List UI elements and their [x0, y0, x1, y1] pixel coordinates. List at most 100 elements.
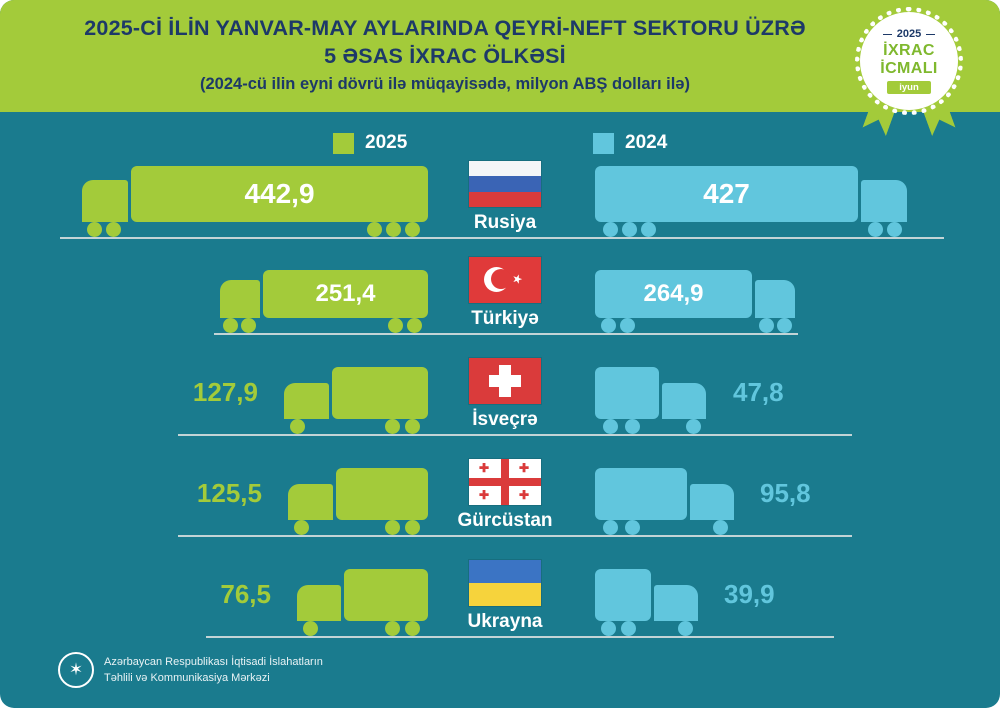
page-title-line2: 5 ƏSAS İXRAC ÖLKƏSİ [324, 43, 566, 68]
org-name: Azərbaycan Respublikası İqtisadi İslahat… [104, 654, 323, 687]
truck-wheel [625, 520, 640, 535]
header: 2025-Cİ İLİN YANVAR-MAY AYLARINDA QEYRİ-… [0, 0, 1000, 112]
truck-wheel [367, 222, 382, 237]
truck-box [332, 367, 428, 419]
truck-wheel [641, 222, 656, 237]
truck-cab [288, 484, 333, 520]
truck-wheel [303, 621, 318, 636]
truck-wheel [759, 318, 774, 333]
truck-wheel [405, 419, 420, 434]
truck-box [336, 468, 428, 520]
country-row-rusiya: 442,9 Rusiya 427 [0, 153, 1000, 239]
value-2024: 264,9 [643, 280, 704, 307]
bolnisi-cross-icon: ✚ [519, 488, 530, 502]
truck-wheel [622, 222, 637, 237]
truck-wheel [625, 419, 640, 434]
truck-cab [861, 180, 907, 222]
value-2024: 47,8 [733, 377, 784, 407]
star-icon: ★ [510, 270, 525, 288]
truck-box [595, 367, 659, 419]
truck-wheel [241, 318, 256, 333]
truck-wheel [713, 520, 728, 535]
truck-2025 [288, 468, 428, 535]
truck-box [595, 569, 651, 621]
truck-cab [297, 585, 341, 621]
truck-trailer: 427 [595, 166, 858, 222]
russia-flag-icon [469, 161, 541, 207]
truck-trailer: 251,4 [263, 270, 428, 318]
truck-cab [654, 585, 698, 621]
truck-2025: 251,4 [220, 270, 428, 333]
country-group: Rusiya [430, 161, 580, 234]
badge-title-line1: İXRAC [883, 42, 935, 60]
country-row-turkiye: 251,4 ★ Türkiyə 264,9 [0, 249, 1000, 335]
legend-2025: 2025 [333, 132, 407, 154]
country-group: Ukrayna [430, 560, 580, 633]
truck-wheel [603, 520, 618, 535]
footer: ✶ Azərbaycan Respublikası İqtisadi İslah… [58, 652, 323, 688]
legend-2025-label: 2025 [365, 132, 408, 153]
truck-wheel [777, 318, 792, 333]
legend-2025-swatch [333, 132, 354, 154]
truck-wheel [385, 621, 400, 636]
country-name: Türkiyə [471, 308, 539, 329]
truck-wheel [385, 520, 400, 535]
truck-wheel [386, 222, 401, 237]
truck-wheel [601, 621, 616, 636]
org-name-line2: Təhlili və Kommunikasiya Mərkəzi [104, 672, 270, 684]
truck-wheel [223, 318, 238, 333]
badge-year: 2025 [883, 28, 935, 40]
country-name: Gürcüstan [457, 510, 553, 531]
truck-wheel [678, 621, 693, 636]
truck-2024: 264,9 [595, 270, 795, 333]
georgia-flag-icon: ✚ ✚ ✚ ✚ [469, 459, 541, 505]
crescent-icon [484, 267, 511, 292]
truck-wheel [603, 419, 618, 434]
award-badge: 2025 İXRAC İCMALI iyun [855, 7, 963, 115]
truck-2025 [284, 367, 428, 434]
truck-wheel [868, 222, 883, 237]
truck-wheel [290, 419, 305, 434]
truck-wheel [620, 318, 635, 333]
badge-title-line2: İCMALI [880, 59, 938, 77]
truck-wheel [601, 318, 616, 333]
legend-2024-label: 2024 [625, 132, 668, 153]
country-name: Ukrayna [467, 611, 543, 632]
ukraine-flag-icon [469, 560, 541, 606]
bolnisi-cross-icon: ✚ [519, 461, 530, 475]
country-group: ✚ ✚ ✚ ✚ Gürcüstan [430, 459, 580, 532]
truck-cab [82, 180, 128, 222]
turkey-flag-icon: ★ [469, 257, 541, 303]
country-row-isvecre: 127,9 İsveçrə 47,8 [0, 350, 1000, 436]
legend-2024: 2024 [593, 132, 667, 154]
value-2025: 127,9 [192, 377, 258, 407]
truck-2024 [595, 569, 698, 636]
truck-box [595, 468, 687, 520]
truck-wheel [405, 621, 420, 636]
badge-month: iyun [887, 80, 931, 94]
truck-2024: 427 [595, 166, 907, 237]
value-2025: 125,5 [196, 478, 262, 508]
row-baseline [60, 237, 944, 239]
truck-2024 [595, 468, 734, 535]
value-2024: 427 [703, 178, 750, 209]
truck-2024 [595, 367, 707, 434]
truck-trailer: 264,9 [595, 270, 752, 318]
truck-wheel [686, 419, 701, 434]
row-baseline [206, 636, 834, 638]
badge-circle: 2025 İXRAC İCMALI iyun [855, 7, 963, 115]
country-group: İsveçrə [430, 358, 580, 431]
truck-2025: 442,9 [82, 166, 428, 237]
country-group: ★ Türkiyə [430, 257, 580, 330]
country-row-gurcustan: 125,5 ✚ ✚ ✚ ✚ Gürcüstan 95,8 [0, 451, 1000, 537]
truck-cab [662, 383, 706, 419]
truck-trailer: 442,9 [131, 166, 428, 222]
country-row-ukrayna: 76,5 Ukrayna 39,9 [0, 552, 1000, 638]
page-title-line1: 2025-Cİ İLİN YANVAR-MAY AYLARINDA QEYRİ-… [84, 16, 806, 40]
bolnisi-cross-icon: ✚ [479, 488, 490, 502]
value-2025: 442,9 [244, 178, 315, 209]
truck-wheel [603, 222, 618, 237]
truck-box [344, 569, 428, 621]
value-2025: 76,5 [220, 579, 271, 609]
